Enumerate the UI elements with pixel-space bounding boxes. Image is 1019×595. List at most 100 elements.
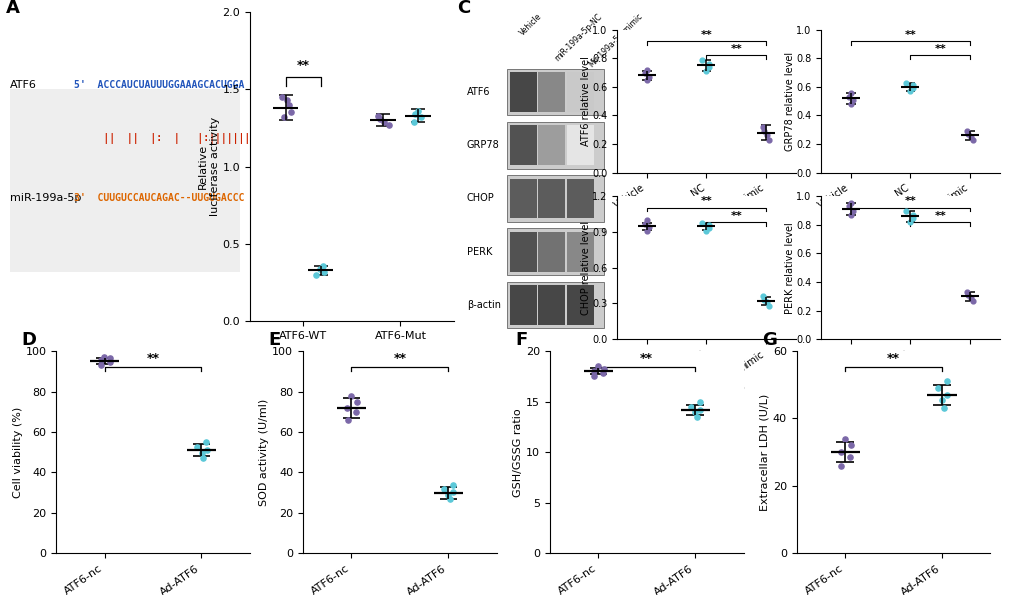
Bar (510, 72, 536, 112)
Text: **: ** (904, 30, 915, 40)
Point (962, 132, 978, 142)
Text: β-actin: β-actin (467, 300, 500, 310)
Point (754, 122, 770, 131)
Point (964, 135, 980, 145)
Point (312, 264, 328, 274)
Point (380, 120, 396, 130)
Text: **: ** (147, 352, 159, 365)
Point (316, 267, 332, 277)
Point (841, 452, 857, 462)
Point (195, 453, 211, 463)
Point (688, 412, 704, 421)
Point (375, 117, 391, 127)
Point (760, 135, 776, 145)
Point (102, 353, 118, 363)
Point (639, 75, 655, 84)
Point (905, 210, 921, 220)
Point (96, 352, 112, 362)
Text: A: A (6, 0, 19, 17)
Bar (510, 232, 536, 272)
Point (342, 391, 359, 400)
Point (199, 446, 215, 455)
Text: 5'  ACCCAUCUAUUUGGAAAGCACUGGA  3': 5' ACCCAUCUAUUUGGAAAGCACUGGA 3' (74, 80, 268, 90)
Text: **: ** (887, 352, 899, 365)
Point (273, 92, 289, 102)
Point (843, 210, 859, 220)
Text: **: ** (933, 44, 945, 54)
Point (691, 397, 707, 406)
Point (840, 202, 856, 211)
Point (959, 290, 975, 300)
Bar (567, 232, 593, 272)
Bar (567, 125, 593, 165)
Point (638, 215, 654, 225)
Bar (10, 89, 239, 272)
Point (755, 126, 771, 136)
Point (700, 224, 716, 233)
Point (636, 68, 652, 77)
Bar (538, 285, 565, 325)
Point (844, 206, 860, 215)
Point (836, 434, 852, 443)
Bar (506, 122, 603, 168)
Point (833, 461, 849, 471)
Point (844, 95, 860, 105)
X-axis label: miRNA-199a-5p: miRNA-199a-5p (871, 383, 948, 393)
Point (758, 298, 774, 307)
Point (595, 365, 611, 374)
Point (758, 131, 774, 140)
Bar (506, 68, 603, 115)
Bar (538, 72, 565, 112)
Point (934, 403, 951, 413)
Text: D: D (21, 331, 37, 349)
Point (372, 114, 388, 123)
Point (282, 108, 299, 117)
Point (958, 126, 974, 136)
Point (280, 100, 297, 109)
Point (308, 270, 324, 280)
Text: F: F (515, 331, 527, 349)
Y-axis label: SOD activity (U/ml): SOD activity (U/ml) (259, 399, 269, 506)
Bar (510, 285, 536, 325)
Point (406, 117, 422, 127)
Point (842, 441, 858, 450)
Point (754, 292, 770, 301)
Point (958, 287, 974, 297)
Point (410, 106, 426, 115)
Point (687, 407, 703, 416)
Bar (538, 125, 565, 165)
Point (937, 377, 954, 386)
Point (636, 219, 652, 228)
Point (833, 447, 849, 457)
Point (276, 112, 292, 122)
Point (278, 95, 294, 105)
Bar (510, 125, 536, 165)
Y-axis label: Extracellar LDH (U/L): Extracellar LDH (U/L) (759, 393, 769, 511)
Point (698, 67, 714, 76)
Bar (567, 72, 593, 112)
X-axis label: miRNA-199a-5p: miRNA-199a-5p (871, 216, 948, 226)
Point (413, 112, 429, 122)
Point (755, 295, 771, 305)
Bar (567, 178, 593, 218)
Text: E: E (268, 331, 280, 349)
Text: 3'  CUUGUCCAUCAGAC--UUGUGACCC  5': 3' CUUGUCCAUCAGAC--UUGUGACCC 5' (74, 193, 268, 203)
Point (101, 358, 117, 367)
Point (347, 407, 364, 416)
Point (843, 99, 859, 109)
Point (904, 213, 920, 223)
Point (638, 65, 654, 74)
Y-axis label: PERK relative level: PERK relative level (784, 222, 794, 314)
Point (905, 81, 921, 90)
Point (348, 397, 365, 406)
X-axis label: miRNA-199a-5p: miRNA-199a-5p (667, 383, 744, 393)
Point (435, 484, 451, 493)
Point (189, 442, 205, 452)
Point (315, 261, 331, 270)
Point (589, 361, 605, 371)
Point (339, 403, 356, 412)
Point (842, 88, 858, 98)
Point (962, 293, 978, 302)
Text: **: ** (904, 196, 915, 206)
Text: Vehicle: Vehicle (518, 12, 543, 37)
